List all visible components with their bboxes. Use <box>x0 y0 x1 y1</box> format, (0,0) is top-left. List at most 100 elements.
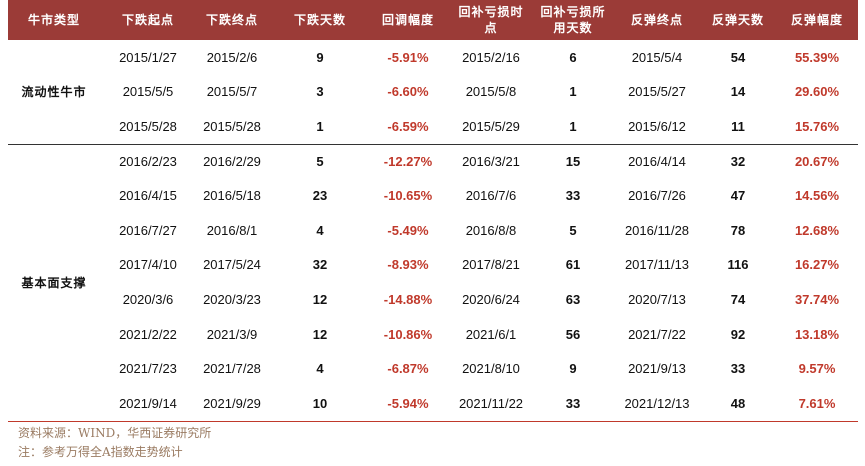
table-cell: 9 <box>316 49 324 65</box>
table-cell: 29.60% <box>794 84 840 100</box>
table-cell: -5.91% <box>387 49 429 65</box>
table-cell: 4 <box>316 361 324 377</box>
table-cell: 2021/7/23 <box>119 361 177 377</box>
table-cell: 2021/11/22 <box>458 395 524 411</box>
table-cell: 2017/8/21 <box>462 257 520 273</box>
table-cell: 2020/3/6 <box>122 291 174 307</box>
table-cell: 63 <box>565 291 581 307</box>
table-cell: -12.27% <box>383 153 433 169</box>
table-cell: 54 <box>730 49 746 65</box>
table-cell: 14.56% <box>794 188 840 204</box>
table-cell: 2016/5/18 <box>203 188 261 204</box>
table-cell: 6 <box>569 49 577 65</box>
source-note: 资料来源：WIND，华西证券研究所 <box>18 426 212 440</box>
table-cell: 2016/2/29 <box>203 153 261 169</box>
table-cell: 2016/7/6 <box>465 188 517 204</box>
table-cell: 2015/5/8 <box>465 84 517 100</box>
table-cell: 33 <box>565 188 581 204</box>
group-label: 流动性牛市 <box>21 85 87 100</box>
table-cell: 2020/7/13 <box>628 291 686 307</box>
header-cell: 回调幅度 <box>381 13 434 27</box>
table-cell: 33 <box>565 395 581 411</box>
table-cell: 2020/6/24 <box>462 291 520 307</box>
table-cell: 2015/2/6 <box>206 49 258 65</box>
table-cell: 15 <box>565 153 581 169</box>
table-cell: 2016/7/26 <box>628 188 686 204</box>
table-cell: 20.67% <box>794 153 840 169</box>
table-cell: 1 <box>316 118 324 134</box>
table-cell: 2017/4/10 <box>119 257 177 273</box>
table-cell: 32 <box>312 257 328 273</box>
table-cell: 2015/5/28 <box>119 118 177 134</box>
table-cell: 2015/5/7 <box>206 84 258 100</box>
table-cell: 5 <box>316 153 324 169</box>
table-cell: 47 <box>730 188 746 204</box>
header-cell: 反弹幅度 <box>790 13 843 27</box>
table-cell: -6.60% <box>387 84 429 100</box>
table-cell: 1 <box>569 84 577 100</box>
table-cell: 2021/9/14 <box>119 395 177 411</box>
header-cell: 牛市类型 <box>27 13 80 27</box>
table-cell: 2021/2/22 <box>119 326 177 342</box>
table-cell: 2015/5/5 <box>122 84 174 100</box>
table-cell: 9 <box>569 361 577 377</box>
header-cell: 反弹天数 <box>711 13 764 27</box>
table-cell: 2016/8/8 <box>465 222 517 238</box>
table-cell: 92 <box>730 326 746 342</box>
table-cell: 3 <box>316 84 324 100</box>
table-cell: 11 <box>731 118 745 134</box>
table-cell: 15.76% <box>794 118 840 134</box>
table-cell: 2021/7/28 <box>203 361 261 377</box>
table-cell: -10.86% <box>383 326 433 342</box>
header-cell: 回补亏损所用天数 <box>540 5 606 35</box>
table-cell: 2016/2/23 <box>119 153 177 169</box>
table-cell: 32 <box>730 153 746 169</box>
table-cell: 7.61% <box>798 395 836 411</box>
table-cell: 9.57% <box>798 361 836 377</box>
header-cell: 下跌起点 <box>121 13 174 27</box>
table-cell: 10 <box>312 395 328 411</box>
table-cell: 16.27% <box>794 257 840 273</box>
table-cell: 2016/4/15 <box>119 188 177 204</box>
table-cell: 2015/5/28 <box>203 118 261 134</box>
table-cell: -10.65% <box>383 188 433 204</box>
header-cell: 反弹终点 <box>630 13 683 27</box>
table-cell: 5 <box>569 222 577 238</box>
table-cell: 2016/7/27 <box>119 222 177 238</box>
table-cell: 2016/3/21 <box>462 153 520 169</box>
table-cell: 33 <box>730 361 746 377</box>
table-cell: 2021/12/13 <box>624 395 690 411</box>
table-cell: -6.87% <box>387 361 429 377</box>
header-bar <box>8 0 858 40</box>
table-cell: 2021/3/9 <box>206 326 258 342</box>
table-cell: 13.18% <box>794 326 840 342</box>
table-cell: 2017/11/13 <box>624 257 690 273</box>
table-cell: 2016/4/14 <box>628 153 686 169</box>
table-cell: 2021/9/29 <box>203 395 261 411</box>
footnote: 注：参考万得全A指数走势统计 <box>18 445 183 459</box>
table-cell: 74 <box>730 291 746 307</box>
table-cell: 2020/3/23 <box>203 291 261 307</box>
table-cell: 2021/8/10 <box>462 361 520 377</box>
header-cell: 下跌天数 <box>293 13 346 27</box>
table-cell: -5.94% <box>387 395 429 411</box>
table-cell: -8.93% <box>387 257 429 273</box>
table-cell: 4 <box>316 222 324 238</box>
table-cell: 2016/8/1 <box>206 222 258 238</box>
table-cell: 2015/5/4 <box>631 49 683 65</box>
table-cell: 2021/7/22 <box>628 326 686 342</box>
table-cell: 2015/5/27 <box>628 84 686 100</box>
header-cell: 下跌终点 <box>205 13 258 27</box>
group-separator <box>8 144 858 145</box>
table-cell: 116 <box>727 257 749 273</box>
footer-rule <box>8 421 858 422</box>
table-cell: 12 <box>312 326 328 342</box>
group-label: 基本面支撑 <box>21 275 87 290</box>
table-cell: -5.49% <box>387 222 429 238</box>
table-cell: -14.88% <box>383 291 433 307</box>
table-cell: 14 <box>730 84 746 100</box>
table-cell: -6.59% <box>387 118 429 134</box>
table-cell: 1 <box>569 118 577 134</box>
table-cell: 2015/1/27 <box>119 49 177 65</box>
